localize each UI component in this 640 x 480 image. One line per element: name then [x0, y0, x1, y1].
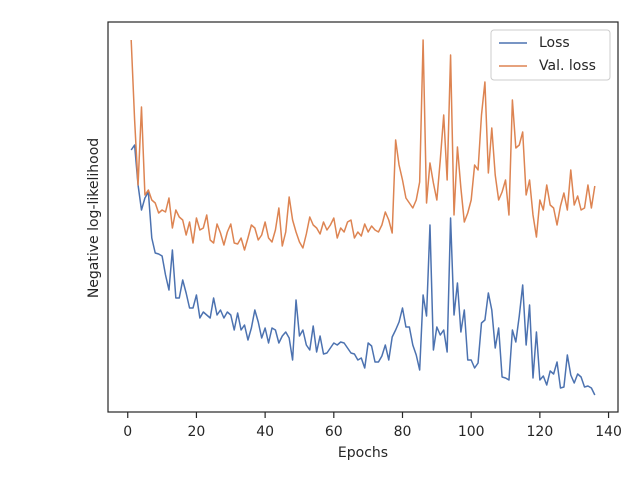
- series-line: [130, 39, 596, 251]
- legend-label: Val. loss: [539, 58, 596, 74]
- x-tick-label: 60: [325, 424, 343, 440]
- x-axis-label: Epochs: [338, 445, 388, 461]
- x-tick-label: 100: [458, 424, 485, 440]
- x-tick-label: 0: [123, 424, 132, 440]
- x-tick-label: 140: [595, 424, 622, 440]
- series-line: [130, 144, 596, 396]
- y-axis-label: Negative log-likelihood: [86, 138, 102, 298]
- plot-frame: [107, 21, 619, 413]
- x-tick-label: 120: [527, 424, 554, 440]
- x-tick-label: 40: [256, 424, 274, 440]
- x-tick-label: 20: [188, 424, 206, 440]
- x-tick-label: 80: [394, 424, 412, 440]
- legend-label: Loss: [539, 35, 570, 51]
